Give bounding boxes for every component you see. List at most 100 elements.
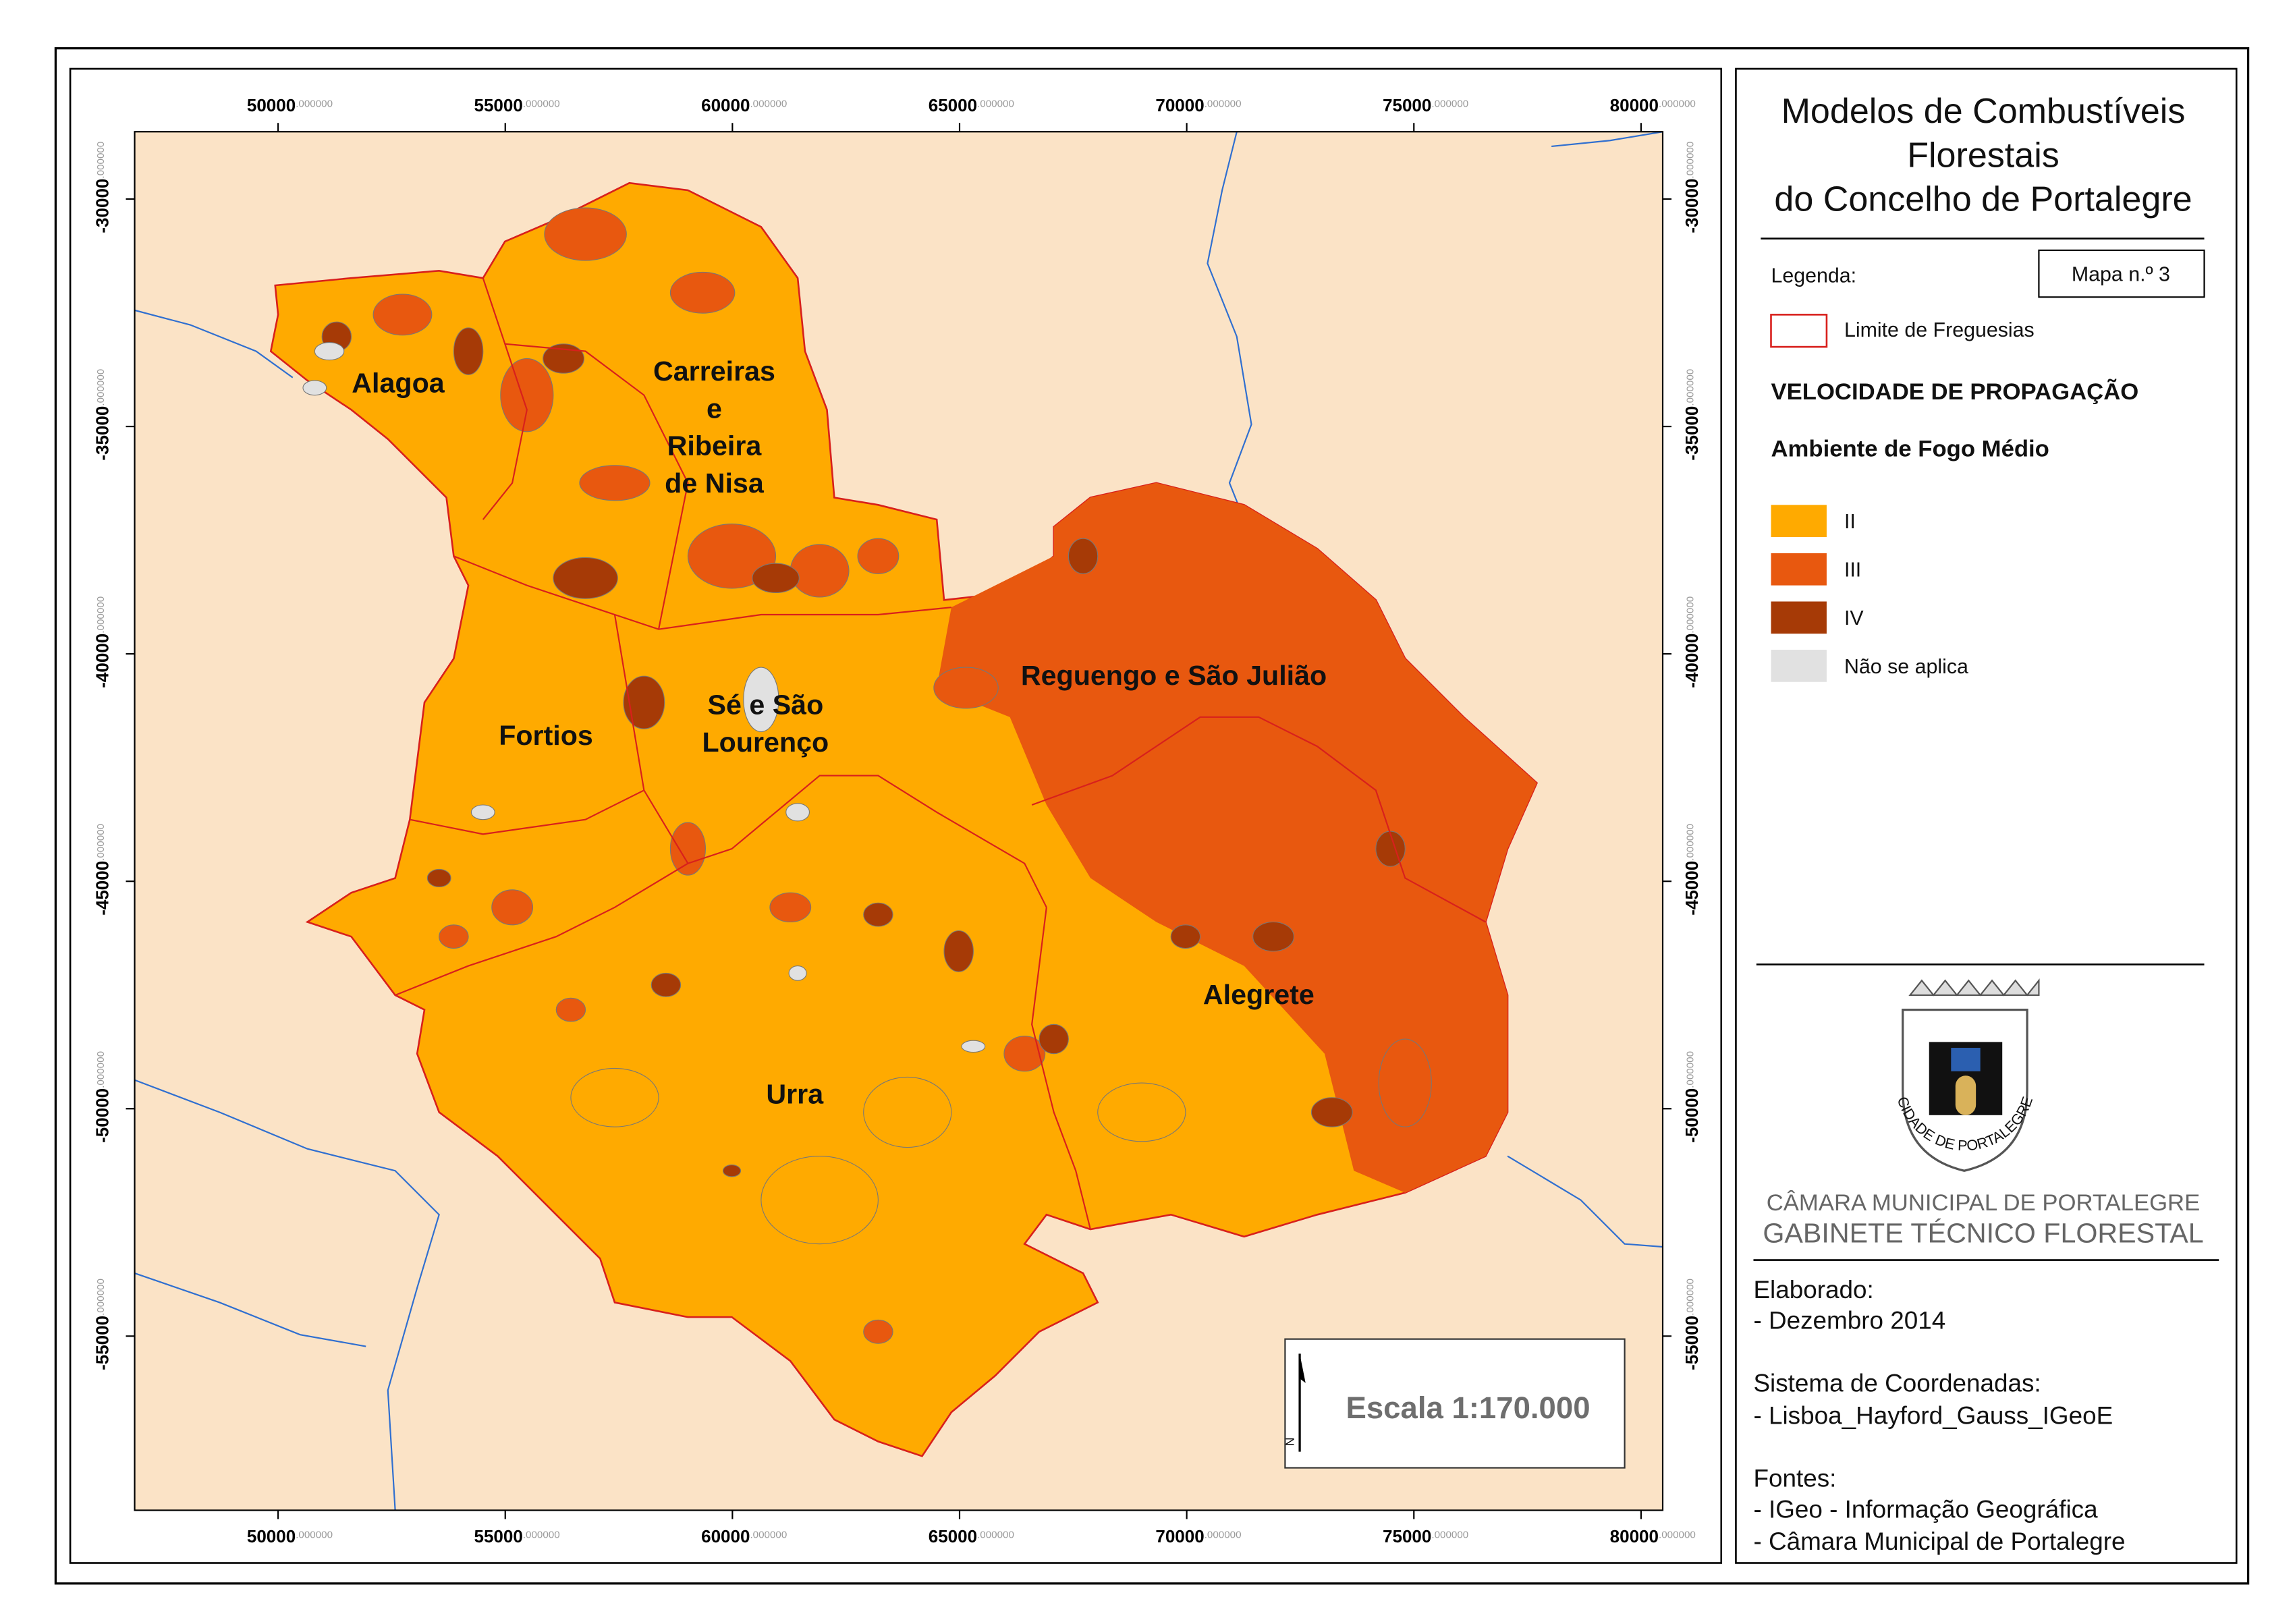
parish-label: Sé e São [707, 690, 823, 721]
coordinate-value: 50000 [247, 1526, 296, 1546]
coordinate-label: -50000.000000 [1682, 1051, 1702, 1143]
fuel-patch [544, 207, 627, 261]
coordinate-value: -30000 [1682, 179, 1702, 233]
fuel-patch [1375, 831, 1406, 867]
credit-line: - Lisboa_Hayford_Gauss_IGeoE [1753, 1401, 2113, 1429]
fuel-patch [1170, 924, 1201, 949]
fuel-patch [470, 804, 495, 820]
scale-box [1284, 1338, 1626, 1469]
coordinate-decimals: .000000 [1685, 824, 1696, 861]
coordinate-label: 75000.000000 [1383, 1526, 1468, 1546]
fuel-patch [302, 380, 327, 396]
panel-title: Florestais [1907, 136, 2059, 175]
coordinate-decimals: .000000 [1431, 98, 1468, 109]
coordinate-decimals: .000000 [523, 1530, 560, 1541]
panel-title: do Concelho de Portalegre [1774, 179, 2192, 219]
parish-boundary [410, 789, 644, 835]
map-frame [69, 67, 1723, 1564]
coordinate-decimals: .000000 [95, 1279, 107, 1316]
coordinate-label: 55000.000000 [474, 95, 559, 115]
fuel-patch [863, 1076, 952, 1148]
fuel-patch [623, 675, 665, 729]
parish-label: de Nisa [665, 468, 765, 499]
boundary-swatch [1770, 314, 1828, 348]
coordinate-label: 60000.000000 [701, 1526, 787, 1546]
coordinate-decimals: .000000 [977, 1530, 1014, 1541]
legend-swatch [1771, 601, 1827, 634]
coordinate-decimals: .000000 [1205, 98, 1242, 109]
coordinate-decimals: .000000 [95, 369, 107, 406]
fuel-patch [933, 667, 999, 709]
parish-label: e [707, 393, 722, 424]
coordinate-decimals: .000000 [1431, 1530, 1468, 1541]
coordinate-value: 55000 [474, 1526, 522, 1546]
coordinate-label: -35000.000000 [92, 369, 113, 461]
river [1207, 132, 1260, 557]
legend-label: III [1844, 559, 1861, 582]
emblem-crown [1908, 978, 2040, 997]
fuel-patch [1003, 1036, 1046, 1072]
fuel-patch [1097, 1082, 1186, 1142]
coordinate-value: -55000 [1682, 1316, 1702, 1370]
coordinate-value: 65000 [929, 95, 977, 115]
coordinate-value: -35000 [92, 406, 113, 461]
river [134, 309, 294, 379]
fuel-patch [491, 889, 534, 926]
coordinate-value: -30000 [92, 179, 113, 233]
credit-line: - Câmara Municipal de Portalegre [1753, 1528, 2125, 1555]
coordinate-decimals: .000000 [1685, 142, 1696, 179]
fuel-patch [439, 924, 469, 949]
coordinate-decimals: .000000 [1659, 1530, 1696, 1541]
map-area: N Escala 1:170.000 Alagoa Carreiras e Ribei… [134, 132, 1663, 1511]
parish-boundary [453, 555, 951, 630]
map-neatline [134, 131, 1664, 1511]
parish-label: Urra [766, 1078, 824, 1109]
coordinate-label: 80000.000000 [1610, 1526, 1696, 1546]
fuel-patch [863, 1319, 893, 1344]
parish-boundary [613, 614, 1047, 908]
coordinate-decimals: .000000 [95, 824, 107, 861]
map-number-box [2038, 249, 2205, 298]
fuel-patch [1378, 1038, 1432, 1127]
fuel-patch [788, 965, 807, 981]
fuel-patch [553, 557, 618, 599]
map-number: Mapa n.º 3 [2072, 263, 2170, 285]
fuel-patch [943, 930, 974, 972]
fuel-patch [752, 563, 800, 594]
credit-line: Fontes: [1753, 1465, 1836, 1492]
coordinate-decimals: .000000 [95, 142, 107, 179]
credit-line: Sistema de Coordenadas: [1753, 1370, 2041, 1397]
fuel-patch [570, 1067, 659, 1127]
boundary-label: Limite de Freguesias [1844, 319, 2035, 341]
scale-label: Escala 1:170.000 [1346, 1391, 1590, 1425]
parish-boundary [505, 343, 689, 629]
coordinate-value: 60000 [701, 95, 750, 115]
coordinate-decimals: .000000 [750, 1530, 787, 1541]
coordinate-label: -50000.000000 [92, 1051, 113, 1143]
river [1507, 1155, 1663, 1248]
legend-swatch [1771, 553, 1827, 586]
fuel-patch [651, 972, 682, 997]
coordinate-label: -45000.000000 [1682, 824, 1702, 916]
coordinate-label: -45000.000000 [92, 824, 113, 916]
coordinate-value: -45000 [1682, 861, 1702, 916]
coordinate-label: 60000.000000 [701, 95, 787, 115]
parish-label: Reguengo e São Julião [1021, 660, 1327, 691]
coordinate-label: 50000.000000 [247, 1526, 333, 1546]
fuel-patches [302, 207, 1432, 1344]
fuel-patch [863, 902, 893, 927]
coordinate-label: 50000.000000 [247, 95, 333, 115]
credit-line: Elaborado: [1753, 1276, 1873, 1304]
panel-frame [1735, 67, 2238, 1564]
coordinate-value: 80000 [1610, 95, 1659, 115]
coordinate-decimals: .000000 [1685, 1051, 1696, 1088]
river [134, 1079, 440, 1511]
fuel-patch [1310, 1097, 1353, 1127]
emblem-quinas [1951, 1048, 1981, 1071]
coordinate-decimals: .000000 [750, 98, 787, 109]
coordinate-value: -55000 [92, 1316, 113, 1370]
parish-boundary [1031, 716, 1487, 923]
coordinate-label: 65000.000000 [929, 95, 1014, 115]
